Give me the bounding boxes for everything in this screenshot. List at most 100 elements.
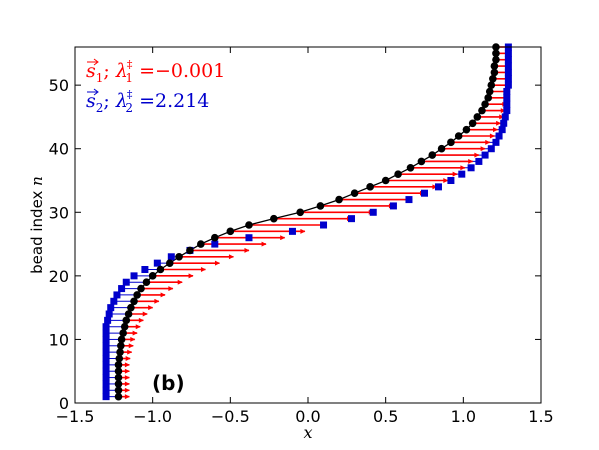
bead-marker (490, 62, 499, 70)
x-tick-label: 1.0 (451, 407, 476, 426)
bead-marker (316, 202, 325, 210)
bead-marker (492, 55, 500, 64)
bead-marker (117, 335, 126, 344)
s2-marker (141, 266, 149, 273)
bead-marker (350, 189, 359, 198)
s2-marker (347, 215, 355, 223)
bead-marker (156, 265, 165, 274)
legend-vector: s (86, 60, 96, 82)
bead-marker (226, 227, 235, 236)
s2-marker (501, 113, 509, 121)
bead-marker (142, 278, 151, 287)
s2-marker (102, 348, 110, 356)
bead-markers (114, 43, 500, 401)
s2-marker (504, 81, 512, 89)
bead-marker (437, 144, 446, 153)
s2-marker (245, 234, 253, 242)
bead-marker (117, 341, 125, 350)
s2-marker (503, 94, 511, 102)
legend-vector-subscript: 1 (96, 71, 104, 85)
x-tick-label: −0.5 (211, 407, 250, 426)
s2-marker (503, 100, 511, 108)
s2-marker (504, 68, 512, 76)
s2-marker (102, 361, 110, 369)
bead-marker (490, 68, 499, 77)
bead-marker (186, 246, 194, 255)
x-tick-label: −1.5 (56, 407, 95, 426)
y-tick-label: 20 (49, 267, 69, 286)
s2-marker (130, 272, 138, 280)
bead-marker (175, 252, 183, 261)
bead-marker (114, 380, 123, 388)
legend: s1; λ‡ 1 =−0.001 s2; λ‡ 2 =2.214 (86, 58, 225, 115)
s2-marker (102, 393, 110, 401)
y-tick-label: 10 (49, 330, 69, 349)
s2-marker (504, 75, 512, 83)
x-tick-labels: −1.5 −1.0 −0.5 0.0 0.5 1.0 1.5 (56, 407, 554, 426)
s2-marker (102, 323, 110, 331)
legend-lambda-superscript: ‡ (127, 88, 133, 101)
bead-marker (428, 151, 437, 159)
bead-marker (366, 183, 374, 191)
s2-marker (421, 189, 428, 197)
bead-marker (127, 303, 135, 312)
legend-vector-arrowhead (93, 88, 99, 96)
s2-marker (320, 221, 328, 229)
plot-frame (74, 46, 542, 404)
y-tick-label: 30 (49, 203, 69, 222)
bead-marker (485, 87, 494, 96)
s2-marker (503, 107, 511, 115)
s2-marker (102, 335, 110, 343)
bead-marker (484, 94, 492, 102)
bead-marker (148, 272, 157, 280)
s2-marker (110, 297, 118, 305)
bead-marker (481, 100, 489, 109)
bead-marker (270, 214, 278, 223)
legend-lambda-subscript: 1 (125, 71, 133, 85)
s2-marker (504, 56, 512, 64)
bead-marker (130, 297, 138, 306)
s2-marker (389, 202, 397, 210)
bead-marker (417, 157, 426, 166)
bead-marker (492, 49, 500, 58)
y-tick-labels: 0 10 20 30 40 50 (49, 76, 69, 413)
s2-marker (475, 157, 483, 165)
bead-marker (115, 354, 124, 363)
s2-marker (504, 62, 512, 70)
x-tick-label: −1.0 (133, 407, 172, 426)
legend-separator: ; (103, 90, 115, 112)
s2-marker (102, 380, 110, 388)
bead-marker (137, 284, 145, 293)
s2-marker (102, 367, 110, 375)
bead-marker (124, 310, 133, 318)
legend-separator: ; (103, 60, 115, 82)
bead-marker (211, 233, 219, 242)
s2-marker (434, 183, 442, 191)
legend-value: =2.214 (133, 90, 209, 112)
s2-markers (102, 43, 512, 401)
s2-marker (105, 310, 113, 318)
x-tick-label: 1.5 (528, 407, 553, 426)
x-axis-label: x (303, 423, 312, 442)
legend-vector: s (86, 90, 96, 112)
y-axis-label: bead index n (28, 176, 46, 274)
s2-marker (107, 304, 115, 312)
y-tick-label: 50 (49, 76, 69, 95)
bead-marker (245, 221, 253, 229)
s2-marker (447, 177, 455, 184)
bead-marker (114, 392, 123, 401)
bead-marker (335, 195, 343, 204)
s2-marker (211, 240, 219, 248)
legend-vector-arrowhead (93, 58, 99, 66)
y-tick-label: 40 (49, 140, 69, 159)
bead-marker (114, 373, 123, 382)
y-axis-label-prefix: bead index (28, 186, 46, 274)
bead-marker (116, 348, 124, 356)
x-tick-label: 0.0 (295, 407, 320, 426)
s2-marker (504, 49, 512, 57)
s2-marker (102, 342, 110, 350)
bead-marker (487, 81, 496, 89)
legend-entry: s1; λ‡ 1 =−0.001 (86, 58, 225, 85)
legend-entry: s2; λ‡ 2 =2.214 (86, 88, 209, 115)
